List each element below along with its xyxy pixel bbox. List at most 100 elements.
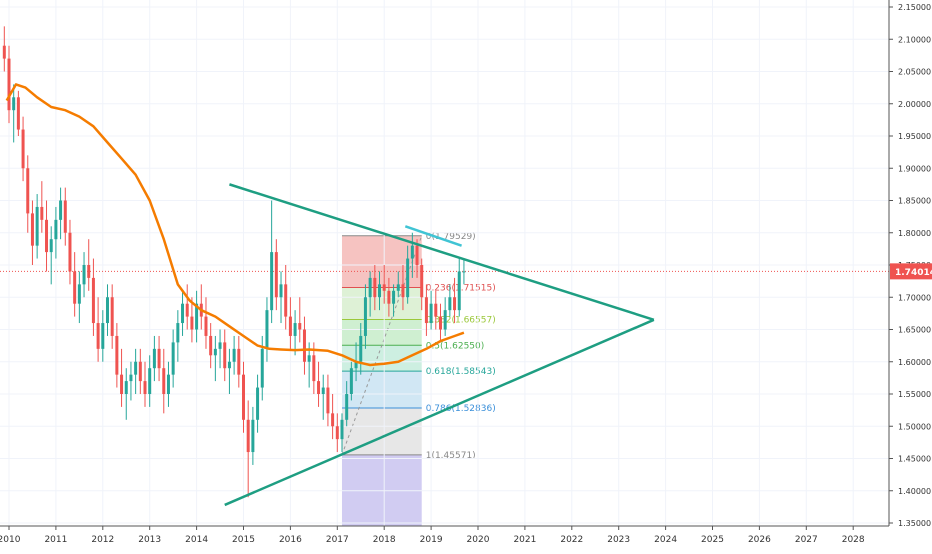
candle-body (246, 419, 250, 453)
candle-body (368, 277, 372, 298)
x-tick-label: 2027 (795, 535, 818, 545)
last-price-tag (890, 263, 932, 280)
candle-body (110, 297, 114, 336)
short-trendline[interactable] (404, 225, 462, 247)
candle-body (30, 213, 34, 246)
fibonacci-retracement[interactable]: 0(1.79529)0.236(1.71515)0.382(1.66557)0.… (341, 232, 496, 526)
candle-body (298, 323, 302, 330)
x-tick-label: 2018 (373, 535, 396, 545)
trend-drawings[interactable] (224, 183, 655, 507)
candle-body (406, 258, 410, 298)
candle-body (124, 381, 128, 394)
candle-body (120, 374, 124, 394)
candle-body (415, 245, 419, 265)
candle-body (73, 271, 77, 304)
candle-body (204, 316, 208, 336)
candle-body (251, 419, 255, 453)
candle-body (363, 297, 367, 336)
fib-label-0.786: 0.786(1.52836) (426, 404, 496, 414)
candle-body (321, 387, 325, 394)
candle-body (227, 361, 231, 369)
candle-body (326, 387, 330, 414)
triangle-upper-line[interactable] (229, 183, 655, 322)
x-tick-label: 2026 (748, 535, 771, 545)
time-axis-background (0, 526, 932, 550)
x-tick-label: 2017 (326, 535, 349, 545)
candle-body (181, 303, 185, 324)
fib-zone-0.5 (341, 345, 422, 372)
x-tick-label: 2021 (513, 535, 536, 545)
candle-body (424, 297, 428, 324)
candle-body (2, 45, 6, 59)
candle-body (190, 316, 194, 330)
x-tick-label: 2011 (44, 535, 67, 545)
x-tick-label: 2012 (91, 535, 114, 545)
candle-body (232, 348, 236, 362)
candle-body (265, 310, 269, 349)
candle-body (101, 323, 105, 349)
y-tick-label: 1.40000 (898, 487, 931, 496)
candle-body (21, 129, 25, 169)
candle-body (438, 316, 442, 330)
y-tick-label: 1.50000 (898, 422, 931, 431)
candle-body (293, 323, 297, 336)
candle-body (462, 271, 466, 273)
candle-body (237, 348, 241, 375)
candle-body (392, 290, 396, 304)
candle-body (359, 335, 363, 362)
fib-zone-0 (341, 235, 422, 288)
candle-body (396, 284, 400, 291)
candle-body (49, 239, 53, 253)
x-tick-label: 2024 (654, 535, 677, 545)
grid (0, 0, 889, 526)
candle-body (96, 323, 100, 349)
candle-body (223, 342, 227, 369)
candle-body (12, 97, 16, 111)
candle-body (401, 284, 405, 298)
y-tick-label: 1.85000 (898, 197, 931, 206)
candle-body (429, 303, 433, 324)
candle-body (26, 168, 30, 214)
candle-body (162, 368, 166, 394)
candle-body (148, 368, 152, 394)
candle-body (91, 277, 95, 324)
candle-body (345, 394, 349, 420)
x-tick-label: 2023 (607, 535, 630, 545)
y-tick-label: 1.35000 (898, 519, 931, 528)
y-tick-label: 1.90000 (898, 164, 931, 173)
x-tick-label: 2013 (138, 535, 161, 545)
y-tick-label: 2.15000 (898, 3, 931, 12)
candlesticks (2, 26, 466, 498)
y-tick-label: 1.55000 (898, 390, 931, 399)
candle-body (138, 361, 142, 382)
candle-body (105, 297, 109, 324)
candle-body (35, 206, 39, 246)
candle-body (77, 284, 81, 304)
candle-body (288, 316, 292, 336)
candle-body (115, 335, 119, 375)
candle-body (331, 413, 335, 427)
candle-body (16, 97, 20, 130)
y-tick-label: 2.10000 (898, 35, 931, 44)
candle-body (410, 245, 414, 259)
candle-body (373, 277, 377, 298)
triangle-lower-line[interactable] (224, 318, 655, 507)
y-tick-label: 1.65000 (898, 326, 931, 335)
x-tick-label: 2014 (185, 535, 208, 545)
fib-zone-0.382 (341, 319, 422, 346)
candle-body (185, 303, 189, 317)
fib-zone-0.618 (341, 371, 422, 408)
last-price-label: 1.74014 (895, 268, 932, 278)
candle-body (166, 374, 170, 394)
candle-body (157, 348, 161, 369)
moving-average (5, 83, 465, 367)
candle-body (59, 200, 63, 220)
x-tick-label: 2015 (232, 535, 255, 545)
fib-label-1: 1(1.45571) (426, 451, 476, 461)
candle-body (256, 387, 260, 420)
candle-body (242, 374, 245, 420)
candle-body (260, 348, 264, 388)
candle-body (152, 348, 156, 369)
